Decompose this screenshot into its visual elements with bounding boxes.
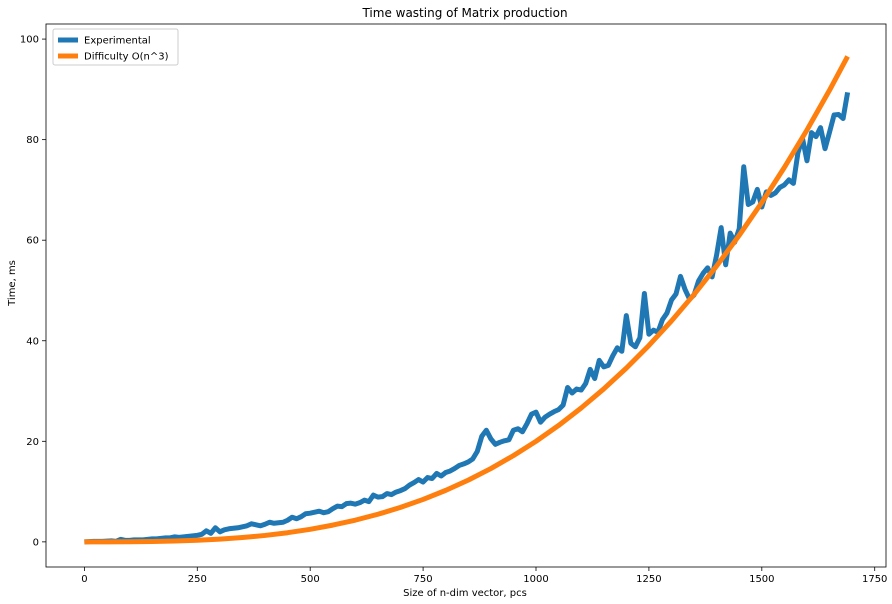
plot-frame	[45, 23, 887, 568]
x-tick-label: 250	[188, 574, 207, 585]
y-axis-title: Time, ms	[7, 260, 18, 307]
chart-title: Time wasting of Matrix production	[361, 6, 567, 20]
series-line-1	[84, 55, 850, 545]
plot-area	[84, 55, 851, 545]
y-tick-label: 0	[33, 537, 39, 548]
x-tick-label: 0	[81, 574, 87, 585]
x-tick-label: 1750	[862, 574, 887, 585]
legend-box	[52, 28, 179, 66]
x-tick-label: 750	[414, 574, 433, 585]
legend-label-1: Difficulty O(n^3)	[84, 52, 169, 63]
y-tick-label: 20	[26, 437, 39, 448]
x-axis: 0 250 500 750 1000 1250 1500 1750	[81, 567, 887, 585]
x-tick-label: 500	[301, 574, 320, 585]
y-axis: 0 20 40 60 80 100	[20, 35, 46, 548]
series-line-0	[84, 91, 851, 545]
x-tick-label: 1250	[636, 574, 661, 585]
y-tick-label: 80	[26, 135, 39, 146]
y-tick-label: 100	[20, 35, 39, 46]
legend: Experimental Difficulty O(n^3)	[52, 28, 179, 66]
x-tick-label: 1500	[749, 574, 774, 585]
y-tick-label: 60	[26, 236, 39, 247]
x-tick-label: 1000	[523, 574, 548, 585]
legend-label-0: Experimental	[84, 36, 151, 47]
y-tick-label: 40	[26, 336, 39, 347]
x-axis-title: Size of n-dim vector, pcs	[403, 588, 527, 599]
